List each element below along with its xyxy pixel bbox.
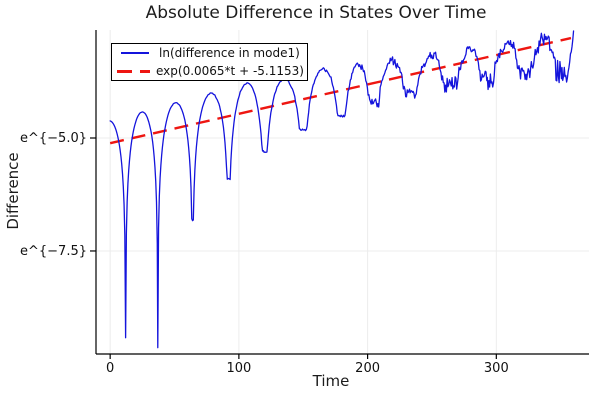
data-line xyxy=(109,30,575,349)
legend-dash-sample-red xyxy=(117,69,150,73)
legend: ln(difference in mode1) exp(0.0065*t + -… xyxy=(111,43,308,81)
y-tick-label: e^{−5.0} xyxy=(20,131,87,146)
x-tick-label: 100 xyxy=(226,361,251,376)
x-tick-label: 0 xyxy=(106,361,114,376)
legend-entry-data: ln(difference in mode1) xyxy=(112,44,307,62)
x-tick-label: 200 xyxy=(355,361,380,376)
legend-label-fit: exp(0.0065*t + -5.1153) xyxy=(156,64,304,78)
legend-line-sample-blue xyxy=(121,52,149,54)
x-axis-label: Time xyxy=(312,372,350,390)
chart-title: Absolute Difference in States Over Time xyxy=(145,3,487,23)
legend-label-data: ln(difference in mode1) xyxy=(159,46,300,60)
y-tick-label: e^{−7.5} xyxy=(20,244,87,259)
trend-line xyxy=(109,36,572,145)
y-axis-label: Difference xyxy=(4,152,22,230)
x-tick-label: 300 xyxy=(484,361,509,376)
legend-entry-fit: exp(0.0065*t + -5.1153) xyxy=(112,62,307,80)
